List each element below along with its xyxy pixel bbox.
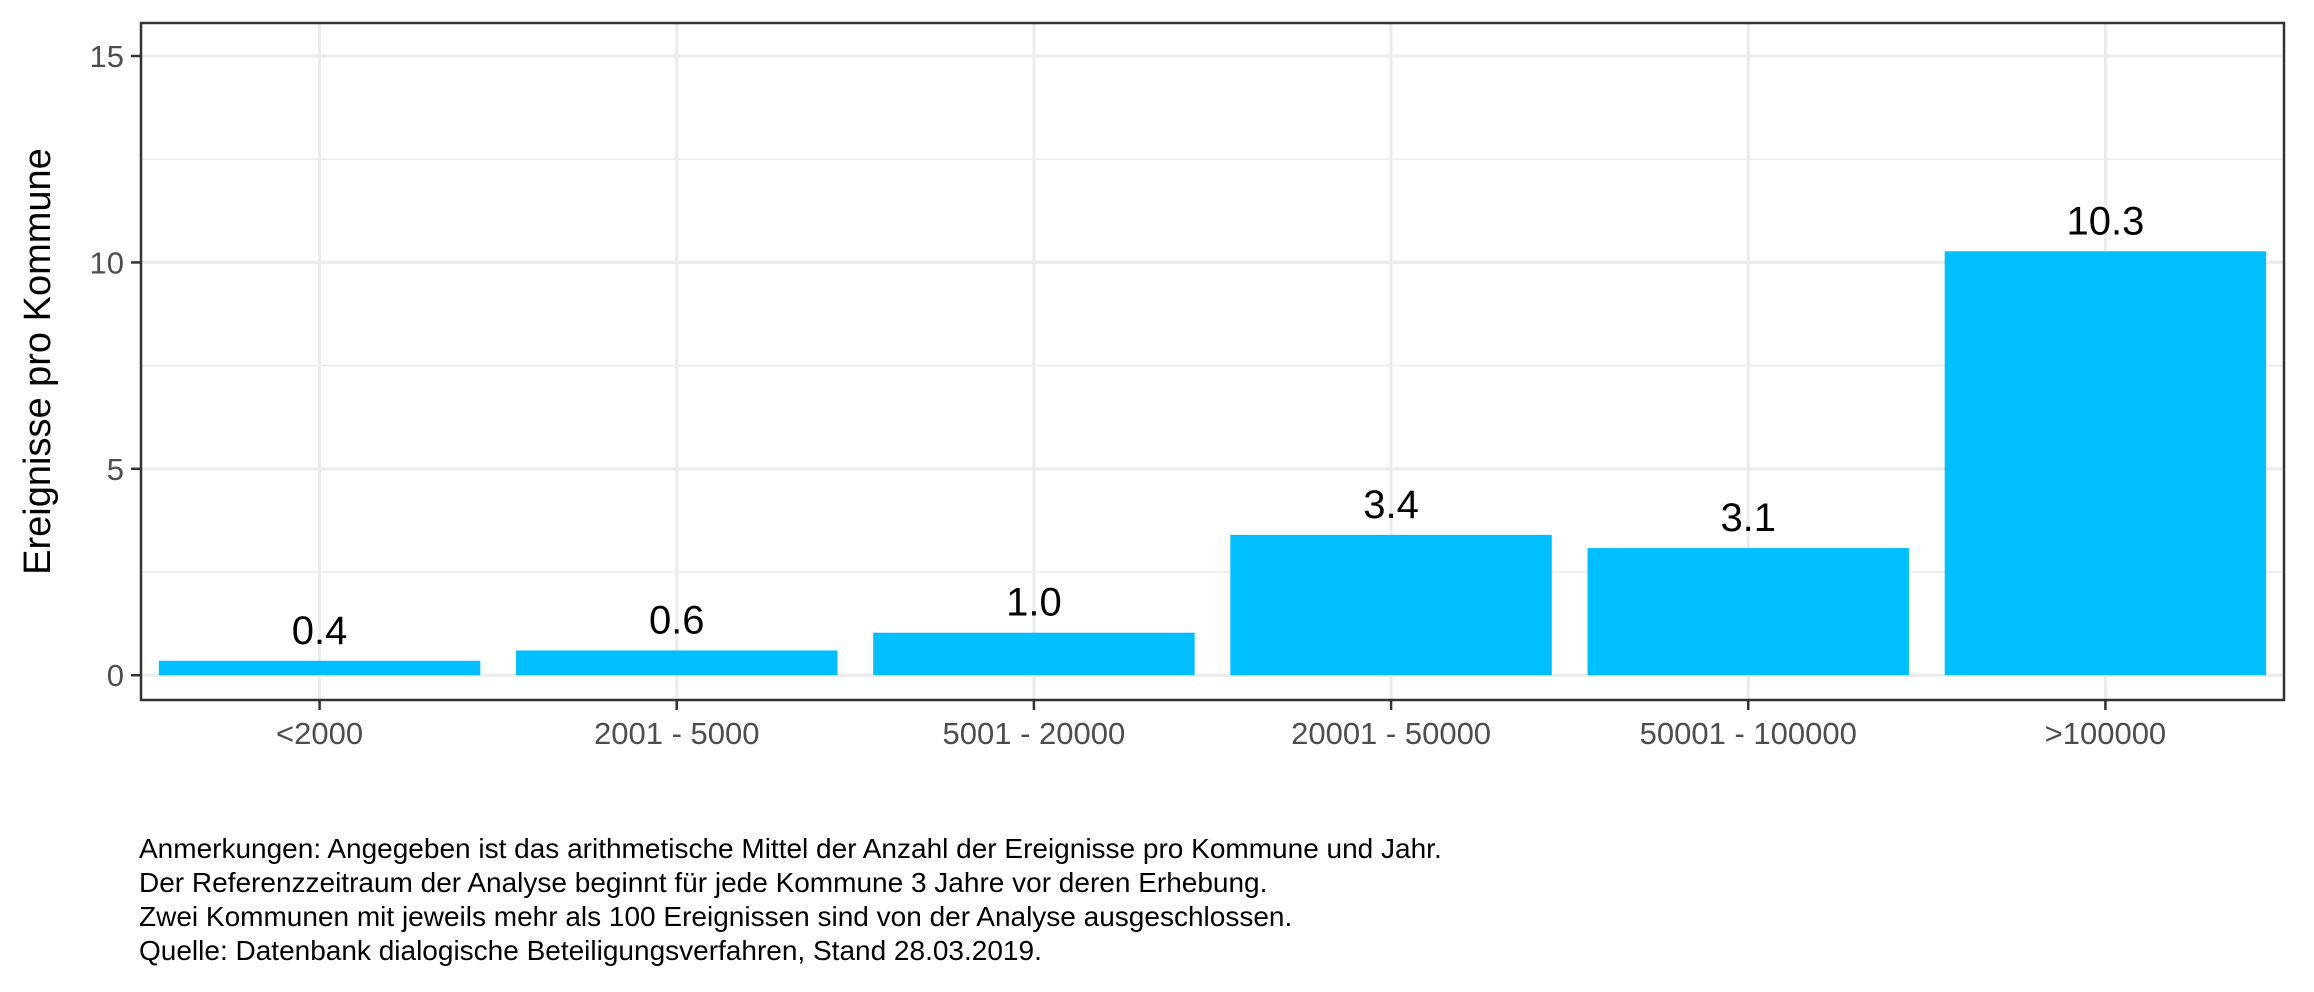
source-line: Quelle: Datenbank dialogische Beteiligun… [139, 935, 1042, 966]
bar-5 [1944, 251, 2267, 676]
plot-panel-border [139, 21, 2286, 702]
y-axis-title: Ereignisse pro Kommune [17, 148, 59, 575]
y-tick-label: 0 [107, 658, 124, 693]
x-tick-label: 20001 - 50000 [1291, 716, 1491, 751]
bars [158, 251, 2267, 676]
bar-4 [1587, 548, 1909, 676]
bar-1 [516, 650, 838, 676]
data-label-1: 0.6 [649, 598, 705, 642]
data-label-5: 10.3 [2066, 199, 2144, 243]
data-label-3: 3.4 [1363, 483, 1419, 527]
data-label-0: 0.4 [292, 609, 348, 653]
chart-notes: Anmerkungen: Angegeben ist das arithmeti… [139, 832, 1442, 968]
y-tick-label: 5 [107, 452, 124, 487]
x-tick-label: <2000 [276, 716, 363, 751]
bar-2 [873, 632, 1195, 676]
x-axis: <2000 2001 - 5000 5001 - 20000 20001 - 5000… [276, 700, 2166, 751]
note-line: Der Referenzzeitraum der Analyse beginnt… [139, 867, 1268, 898]
x-tick-label: >100000 [2045, 716, 2167, 751]
bar-3 [1230, 534, 1552, 676]
y-axis: 0 5 10 15 [90, 39, 141, 693]
y-tick-label: 10 [90, 245, 124, 280]
note-line: Zwei Kommunen mit jeweils mehr als 100 E… [139, 901, 1293, 932]
plot-background [141, 23, 2284, 700]
x-tick-label: 5001 - 20000 [943, 716, 1126, 751]
x-tick-label: 50001 - 100000 [1640, 716, 1857, 751]
x-tick-label: 2001 - 5000 [594, 716, 759, 751]
y-tick-label: 15 [90, 39, 124, 74]
data-label-4: 3.1 [1720, 496, 1776, 540]
bar-chart: 0.4 0.6 1.0 3.4 3.1 10.3 0 5 10 15 <2000 2001 - 5… [17, 21, 2286, 751]
bar-0 [158, 660, 481, 676]
note-line: Anmerkungen: Angegeben ist das arithmeti… [139, 833, 1442, 864]
data-label-2: 1.0 [1006, 581, 1062, 625]
grid-lines [141, 23, 2284, 700]
data-labels: 0.4 0.6 1.0 3.4 3.1 10.3 [292, 199, 2145, 653]
